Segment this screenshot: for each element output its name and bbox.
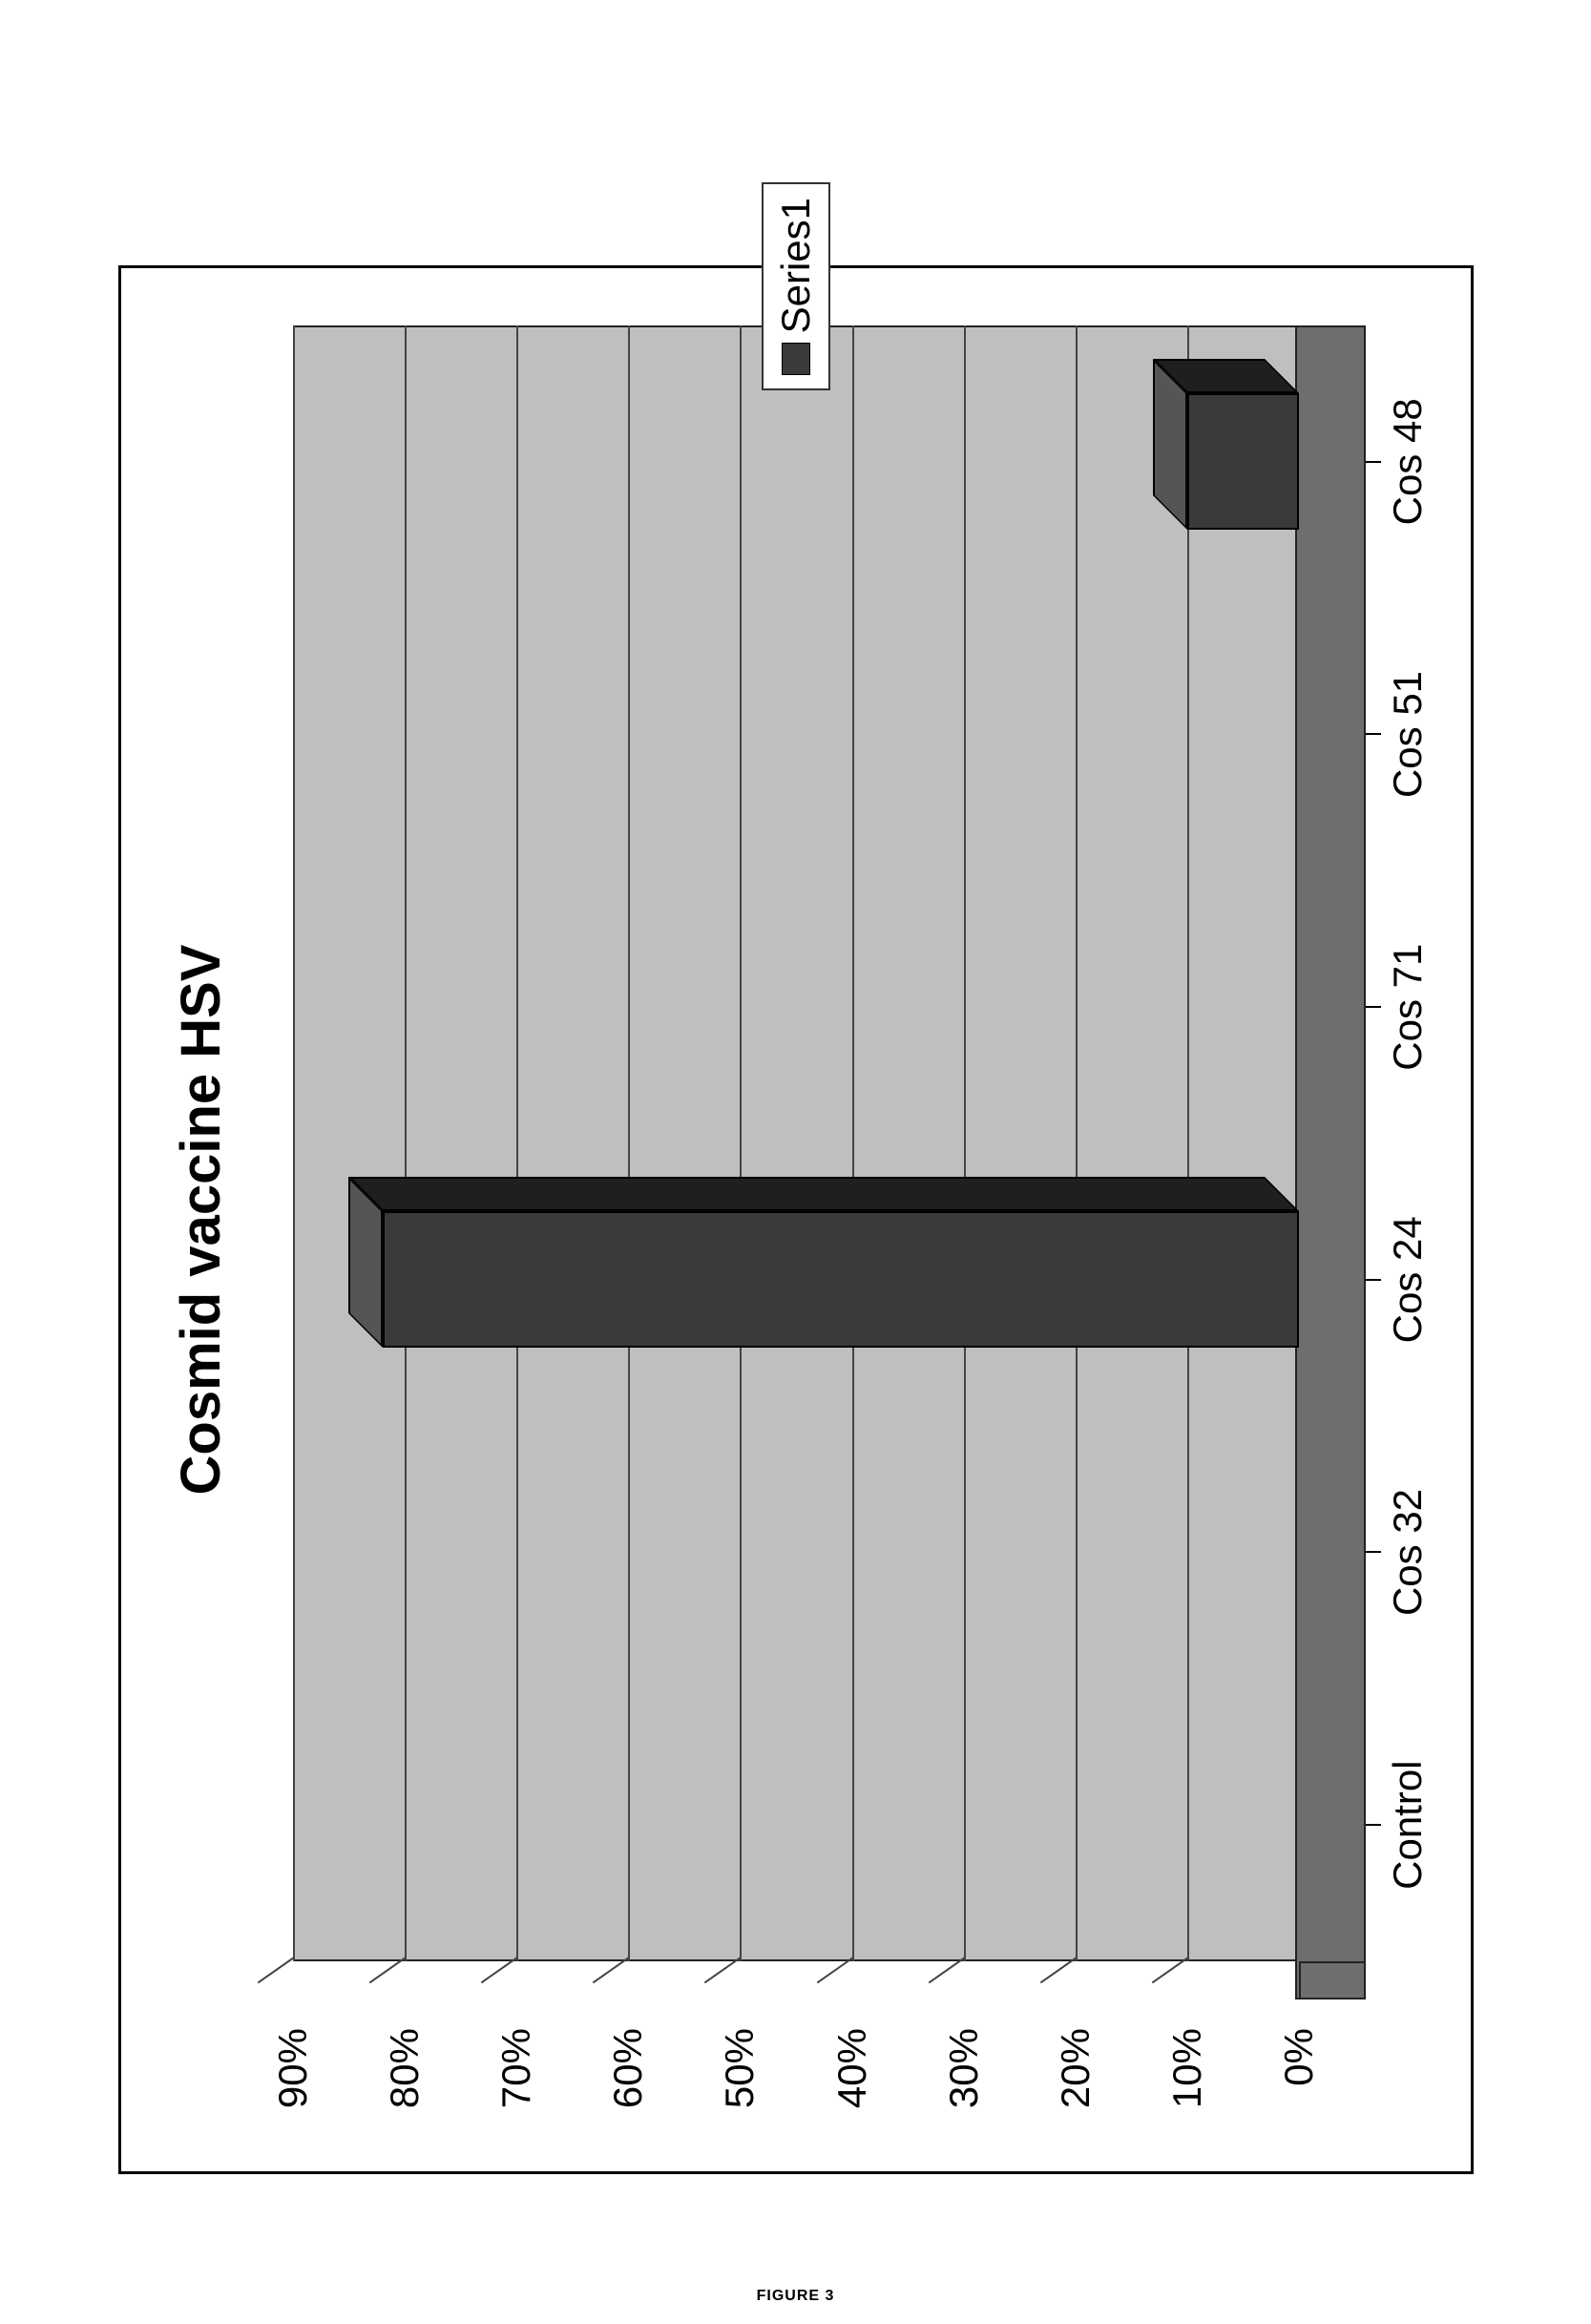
chart-xtick-mark	[1366, 1006, 1381, 1008]
chart-gridline-cap	[257, 1957, 294, 1983]
chart-plot-area: Series1 0%10%20%30%40%50%60%70%80%90%Con…	[293, 325, 1299, 1961]
chart-legend: Series1	[762, 182, 830, 390]
chart-ytick-label: 40%	[828, 2028, 874, 2108]
chart-ytick-label: 50%	[717, 2028, 763, 2108]
chart-xtick-label: Cos 32	[1385, 1488, 1431, 1615]
chart-floor-side	[1299, 1961, 1366, 1999]
chart-ytick-label: 0%	[1276, 2028, 1322, 2086]
page: Cosmid vaccine HSV Series1 0%10%20%30%40…	[0, 0, 1591, 2324]
chart-xtick-label: Cos 48	[1385, 398, 1431, 525]
chart-xtick-mark	[1366, 1551, 1381, 1553]
chart-gridline	[740, 325, 742, 1961]
chart-bar-front	[1186, 393, 1298, 530]
chart-gridline	[516, 325, 518, 1961]
chart-gridline	[963, 325, 965, 1961]
chart-bar-side	[347, 1177, 1298, 1211]
chart-ytick-label: 60%	[605, 2028, 651, 2108]
chart-back-wall	[293, 325, 1299, 1961]
chart-ytick-label: 30%	[940, 2028, 986, 2108]
chart-gridline	[405, 325, 407, 1961]
chart-floor	[1295, 325, 1366, 1999]
chart-xtick-label: Cos 71	[1385, 943, 1431, 1070]
chart-bar	[1186, 393, 1298, 530]
chart-gridline	[1075, 325, 1077, 1961]
chart-bar	[382, 1211, 1298, 1348]
chart-gridline	[628, 325, 630, 1961]
chart-xtick-mark	[1366, 1278, 1381, 1280]
chart-ytick-label: 10%	[1163, 2028, 1209, 2108]
chart-gridline	[293, 325, 295, 1961]
chart-xtick-mark	[1366, 1824, 1381, 1826]
chart-ytick-label: 90%	[270, 2028, 316, 2108]
chart-bar-front	[382, 1211, 1298, 1348]
chart-xtick-mark	[1366, 733, 1381, 735]
rotated-chart-frame: Cosmid vaccine HSV Series1 0%10%20%30%40…	[80, 113, 1512, 2212]
figure-caption: FIGURE 3	[0, 2288, 1591, 2305]
chart-gridline	[1186, 325, 1188, 1961]
chart-gridline	[851, 325, 853, 1961]
chart-outer-border: Cosmid vaccine HSV Series1 0%10%20%30%40…	[118, 265, 1474, 2174]
chart-xtick-label: Cos 51	[1385, 670, 1431, 797]
chart-title: Cosmid vaccine HSV	[169, 268, 233, 2171]
legend-swatch	[782, 343, 810, 375]
chart-xtick-label: Control	[1385, 1760, 1431, 1889]
chart-ytick-label: 70%	[493, 2028, 539, 2108]
chart-xtick-label: Cos 24	[1385, 1216, 1431, 1343]
chart-xtick-mark	[1366, 460, 1381, 462]
chart-ytick-label: 80%	[382, 2028, 428, 2108]
legend-label: Series1	[773, 198, 819, 333]
chart-ytick-label: 20%	[1052, 2028, 1098, 2108]
